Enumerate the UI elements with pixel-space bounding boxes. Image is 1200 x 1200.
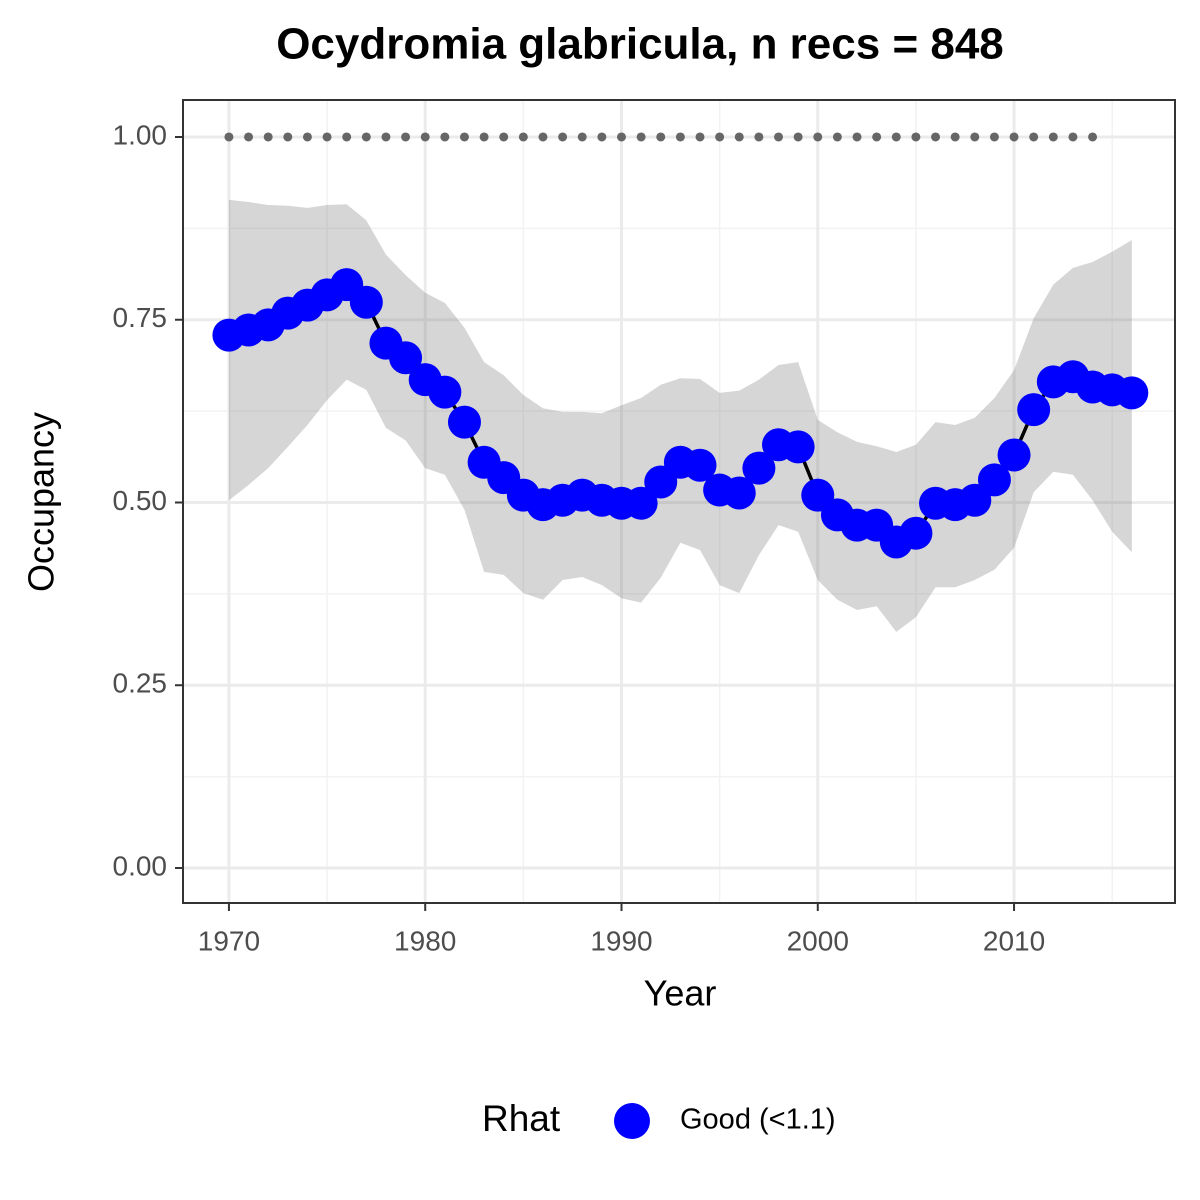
reference-point — [577, 132, 587, 142]
reference-point — [695, 132, 705, 142]
reference-point — [1048, 132, 1058, 142]
reference-point — [813, 132, 823, 142]
reference-point — [872, 132, 882, 142]
y-tick-label: 0.75 — [113, 302, 168, 333]
data-point — [624, 486, 658, 520]
x-tick-label: 1980 — [394, 925, 456, 956]
reference-point — [440, 132, 450, 142]
reference-point — [538, 132, 548, 142]
reference-point — [734, 132, 744, 142]
data-point — [389, 341, 423, 375]
x-tick-label: 1970 — [198, 925, 260, 956]
reference-point — [911, 132, 921, 142]
data-point — [899, 516, 933, 550]
reference-point — [931, 132, 941, 142]
data-point — [1017, 393, 1051, 427]
reference-point — [518, 132, 528, 142]
reference-point — [381, 132, 391, 142]
legend-label: Good (<1.1) — [680, 1104, 836, 1136]
x-tick-label: 2010 — [983, 925, 1045, 956]
y-tick-label: 0.50 — [113, 485, 168, 516]
reference-point — [263, 132, 273, 142]
reference-point — [675, 132, 685, 142]
reference-point — [224, 132, 234, 142]
reference-point — [401, 132, 411, 142]
reference-point — [244, 132, 254, 142]
reference-point — [636, 132, 646, 142]
reference-point — [832, 132, 842, 142]
reference-point — [420, 132, 430, 142]
chart-title: Ocydromia glabricula, n recs = 848 — [276, 20, 1004, 69]
reference-point — [891, 132, 901, 142]
y-tick-label: 1.00 — [113, 119, 168, 150]
x-tick-label: 2000 — [787, 925, 849, 956]
reference-point — [322, 132, 332, 142]
y-tick-label: 0.00 — [113, 850, 168, 881]
reference-point — [852, 132, 862, 142]
data-point — [997, 438, 1031, 472]
reference-point — [1009, 132, 1019, 142]
reference-point — [459, 132, 469, 142]
data-point — [683, 448, 717, 482]
reference-point — [774, 132, 784, 142]
reference-point — [970, 132, 980, 142]
legend-swatch — [614, 1103, 650, 1139]
legend-title: Rhat — [482, 1098, 561, 1139]
reference-point — [656, 132, 666, 142]
reference-point — [1088, 132, 1098, 142]
data-point — [1115, 376, 1149, 410]
reference-point — [1068, 132, 1078, 142]
reference-point — [950, 132, 960, 142]
x-tick-label: 1990 — [590, 925, 652, 956]
y-tick-label: 0.25 — [113, 668, 168, 699]
data-point — [781, 430, 815, 464]
reference-point — [302, 132, 312, 142]
x-axis-label: Year — [644, 973, 717, 1014]
reference-point — [479, 132, 489, 142]
reference-point — [597, 132, 607, 142]
reference-point — [793, 132, 803, 142]
reference-point — [499, 132, 509, 142]
data-point — [349, 285, 383, 319]
reference-point — [361, 132, 371, 142]
data-point — [958, 483, 992, 517]
reference-point — [283, 132, 293, 142]
reference-point — [715, 132, 725, 142]
data-point — [447, 405, 481, 439]
reference-point — [989, 132, 999, 142]
reference-point — [754, 132, 764, 142]
y-axis-label: Occupancy — [21, 412, 62, 592]
reference-point — [616, 132, 626, 142]
reference-point — [1029, 132, 1039, 142]
data-point — [428, 375, 462, 409]
panel-border — [182, 99, 1176, 904]
data-point — [722, 476, 756, 510]
data-point — [977, 463, 1011, 497]
reference-point — [342, 132, 352, 142]
data-point — [742, 451, 776, 485]
reference-point — [558, 132, 568, 142]
